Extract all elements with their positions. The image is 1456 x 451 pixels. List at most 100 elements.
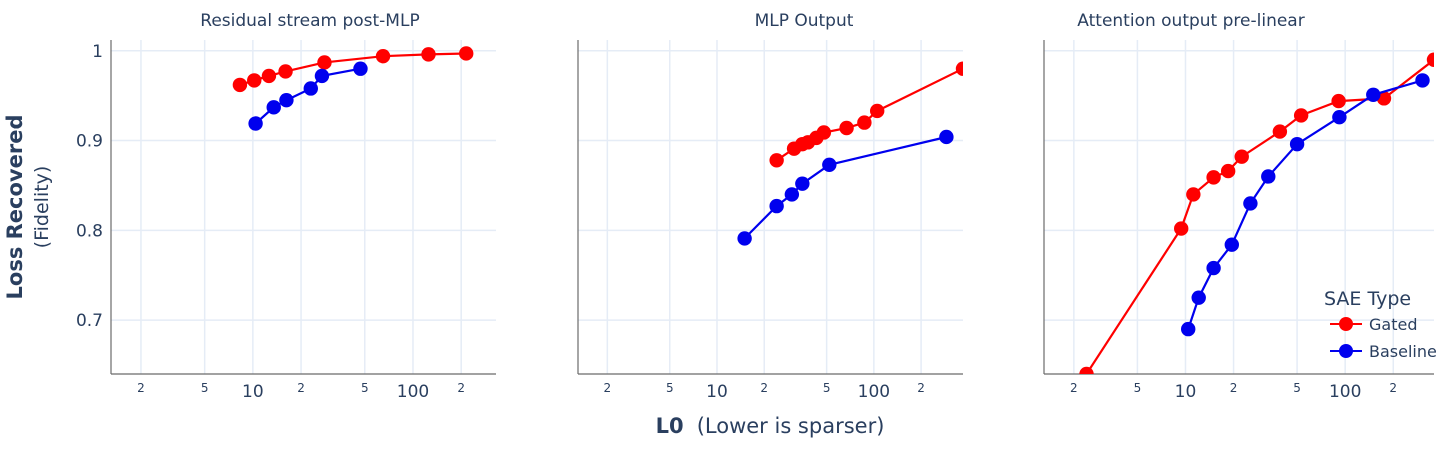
data-point-gated[interactable] xyxy=(769,153,784,168)
x-tick-label: 5 xyxy=(1134,381,1142,395)
x-tick-labels: 2 5 10 2 5 100 2 xyxy=(137,381,465,402)
axes xyxy=(110,40,496,375)
y-axis-sublabel: (Fidelity) xyxy=(31,166,53,249)
data-point-baseline[interactable] xyxy=(353,61,368,76)
data-point-gated[interactable] xyxy=(317,55,332,70)
x-axis-label-sub: (Lower is sparser) xyxy=(697,414,885,438)
x-tick-label: 100 xyxy=(1329,382,1361,402)
x-tick-label: 100 xyxy=(397,382,429,402)
panel-title: Attention output pre-linear xyxy=(1077,11,1304,31)
axes xyxy=(577,40,963,375)
y-tick-label: 0.9 xyxy=(76,132,103,152)
legend-entry-gated[interactable]: Gated xyxy=(1330,315,1417,334)
data-point-gated[interactable] xyxy=(1331,93,1346,109)
data-point-gated[interactable] xyxy=(375,48,391,64)
x-tick-label: 10 xyxy=(242,382,264,402)
data-point-gated[interactable] xyxy=(278,64,293,79)
legend: SAE Type Gated Baseline xyxy=(1324,288,1437,361)
gridlines xyxy=(111,40,496,374)
data-point-gated[interactable] xyxy=(1220,163,1236,179)
data-point-gated[interactable] xyxy=(1234,149,1249,164)
y-axis-label-main: Loss Recovered xyxy=(3,115,27,300)
data-point-gated[interactable] xyxy=(1186,187,1201,202)
x-tick-label: 2 xyxy=(1389,381,1397,395)
panel-title: Residual stream post-MLP xyxy=(200,11,419,31)
data-point-baseline[interactable] xyxy=(939,129,954,145)
y-tick-label: 0.8 xyxy=(76,221,103,241)
x-tick-label: 5 xyxy=(361,381,369,395)
data-point-baseline[interactable] xyxy=(303,81,318,96)
data-point-baseline[interactable] xyxy=(314,68,330,84)
x-axis-label: L0 (Lower is sparser) xyxy=(656,414,885,438)
x-tick-labels: 2 5 10 2 5 100 2 xyxy=(604,381,925,402)
data-point-baseline[interactable] xyxy=(1243,196,1258,211)
panel-residual-stream: Residual stream post-MLP 2 5 10 2 5 100 2 1 0.9… xyxy=(76,11,496,402)
data-point-baseline[interactable] xyxy=(279,92,294,108)
y-tick-label: 0.7 xyxy=(76,311,103,331)
series-line-baseline xyxy=(743,135,947,240)
x-tick-label: 2 xyxy=(457,381,465,395)
series-gated xyxy=(769,61,970,168)
x-tick-label: 10 xyxy=(1175,382,1197,402)
panel-title: MLP Output xyxy=(755,11,854,31)
data-point-gated[interactable] xyxy=(1272,124,1288,139)
series-layer xyxy=(232,46,474,131)
data-point-gated[interactable] xyxy=(261,68,277,84)
data-point-gated[interactable] xyxy=(421,47,436,62)
data-point-baseline[interactable] xyxy=(1289,136,1305,152)
data-point-baseline[interactable] xyxy=(248,116,263,131)
series-gated xyxy=(232,46,474,93)
data-point-baseline[interactable] xyxy=(1224,237,1240,252)
data-point-baseline[interactable] xyxy=(737,231,752,246)
data-point-gated[interactable] xyxy=(839,120,854,136)
data-point-baseline[interactable] xyxy=(784,187,800,202)
x-tick-label: 5 xyxy=(201,381,209,395)
data-point-gated[interactable] xyxy=(857,115,872,130)
data-point-baseline[interactable] xyxy=(1366,87,1381,102)
data-point-baseline[interactable] xyxy=(1332,110,1347,125)
data-point-gated[interactable] xyxy=(869,103,885,119)
data-point-baseline[interactable] xyxy=(769,198,784,214)
legend-entry-baseline[interactable]: Baseline xyxy=(1330,342,1437,361)
data-point-baseline[interactable] xyxy=(822,157,837,173)
data-point-baseline[interactable] xyxy=(795,176,810,191)
series-gated xyxy=(1079,52,1441,381)
data-point-gated[interactable] xyxy=(955,61,970,76)
series-baseline xyxy=(737,129,954,246)
series-layer xyxy=(737,61,970,246)
data-point-gated[interactable] xyxy=(816,125,832,140)
y-axis-label: Loss Recovered xyxy=(3,115,27,300)
data-point-gated[interactable] xyxy=(459,46,474,61)
data-point-baseline[interactable] xyxy=(266,100,281,115)
data-point-gated[interactable] xyxy=(247,73,262,88)
series-baseline xyxy=(1181,73,1430,337)
data-point-baseline[interactable] xyxy=(1415,73,1430,88)
axes xyxy=(1043,40,1434,375)
series-layer xyxy=(1079,52,1441,381)
x-tick-label: 100 xyxy=(858,382,890,402)
legend-marker-gated xyxy=(1339,317,1353,331)
x-tick-label: 5 xyxy=(1293,381,1301,395)
y-tick-labels: 1 0.9 0.8 0.7 xyxy=(76,42,103,331)
panel-attention-output: Attention output pre-linear 2 5 10 2 5 100 2 xyxy=(1043,11,1441,402)
data-point-gated[interactable] xyxy=(1206,170,1221,185)
data-point-gated[interactable] xyxy=(1079,366,1094,381)
data-point-gated[interactable] xyxy=(1426,52,1441,67)
x-tick-label: 5 xyxy=(666,381,674,395)
data-point-baseline[interactable] xyxy=(1261,169,1276,184)
series-baseline xyxy=(248,61,368,131)
data-point-gated[interactable] xyxy=(1293,108,1309,123)
data-point-gated[interactable] xyxy=(1173,221,1189,236)
x-tick-label: 2 xyxy=(137,381,145,395)
series-line-baseline xyxy=(1187,79,1423,330)
x-tick-labels: 2 5 10 2 5 100 2 xyxy=(1070,381,1397,402)
panel-mlp-output: MLP Output 2 5 10 2 5 100 2 xyxy=(577,11,970,402)
x-tick-label: 2 xyxy=(760,381,768,395)
data-point-gated[interactable] xyxy=(232,77,248,93)
x-tick-label: 10 xyxy=(706,382,728,402)
x-axis-label-main: L0 xyxy=(656,414,684,438)
y-tick-label: 1 xyxy=(92,42,103,62)
data-point-baseline[interactable] xyxy=(1181,321,1196,337)
data-point-baseline[interactable] xyxy=(1206,260,1221,276)
data-point-baseline[interactable] xyxy=(1191,290,1206,305)
